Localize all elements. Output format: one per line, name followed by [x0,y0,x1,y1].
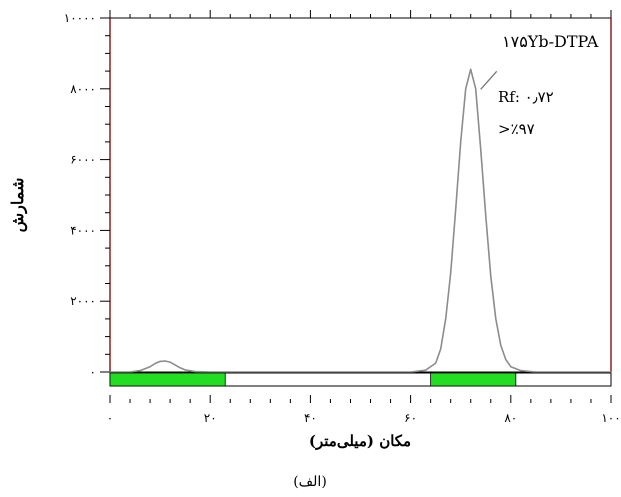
data-point [425,369,427,371]
x-tick-label: ۰ [107,411,113,425]
y-tick-label: ۰ [90,365,96,379]
data-point [470,68,472,70]
data-point [520,369,522,372]
series-line-0 [110,68,611,373]
band-0 [109,372,226,387]
data-point [149,366,151,368]
data-point [465,88,467,90]
label-layer: ۰ ۲۰۰۰ ۴۰۰۰ ۶۰۰۰ ۸۰۰۰ ۱۰۰۰۰ ۰ ۲۰ ۴۰ ۶۰ ۸۰ ۱۰۰ [64,11,621,425]
data-point [610,371,612,373]
data-point [475,88,477,90]
data-point [450,272,452,274]
series-layer [109,68,612,373]
y-tick-label: ۸۰۰۰ [70,82,96,96]
data-point [440,348,442,350]
y-tick-label: ۱۰۰۰۰ [64,11,96,25]
data-point [445,318,447,320]
x-tick-label: ۴۰ [304,411,317,425]
tick-layer [100,10,612,403]
x-tick-label: ۶۰ [404,411,417,425]
data-point [139,369,141,372]
annotation-purity: >٪۹۷ [498,120,535,138]
x-tick-label: ۲۰ [204,411,217,425]
data-point [179,367,181,369]
data-point [485,215,487,217]
data-point [309,371,311,373]
data-point [194,371,196,373]
annotation: ۱۷۵Yb-DTPA Rf: ۰٫۷۲ >٪۹۷ [480,32,599,138]
data-point [480,148,482,150]
data-point [500,344,502,347]
data-point [455,208,457,210]
data-point [184,369,186,371]
data-point [359,371,362,373]
annotation-rf: Rf: ۰٫۷۲ [498,88,554,106]
band-1 [430,372,517,387]
x-axis-label: مکان (میلی‌متر) [309,432,411,450]
y-tick-label: ۴۰۰۰ [70,223,96,237]
data-point [410,371,412,373]
annotation-leader [480,70,498,90]
data-point [164,360,166,362]
y-tick-label: ۲۰۰۰ [70,294,96,308]
data-point [435,362,437,364]
data-point [174,364,176,366]
x-tick-label: ۱۰۰ [601,411,620,425]
y-axis-label: شمارش [8,178,28,233]
data-point [535,371,537,373]
annotation-compound: ۱۷۵Yb-DTPA [502,32,599,51]
data-point [560,371,562,373]
data-point [495,318,497,320]
band-layer [109,372,612,387]
data-point [510,366,512,368]
data-point [490,275,492,278]
y-tick-label: ۶۰۰۰ [70,153,96,167]
data-point [259,371,261,373]
data-point [154,362,156,365]
data-point [109,371,111,373]
x-tick-label: ۸۰ [504,411,517,425]
data-point [209,371,211,373]
figure-caption: (الف) [293,474,327,490]
data-point [505,359,507,361]
data-point [169,361,171,363]
data-point [460,141,462,143]
data-point [129,371,131,373]
data-point [159,360,161,362]
